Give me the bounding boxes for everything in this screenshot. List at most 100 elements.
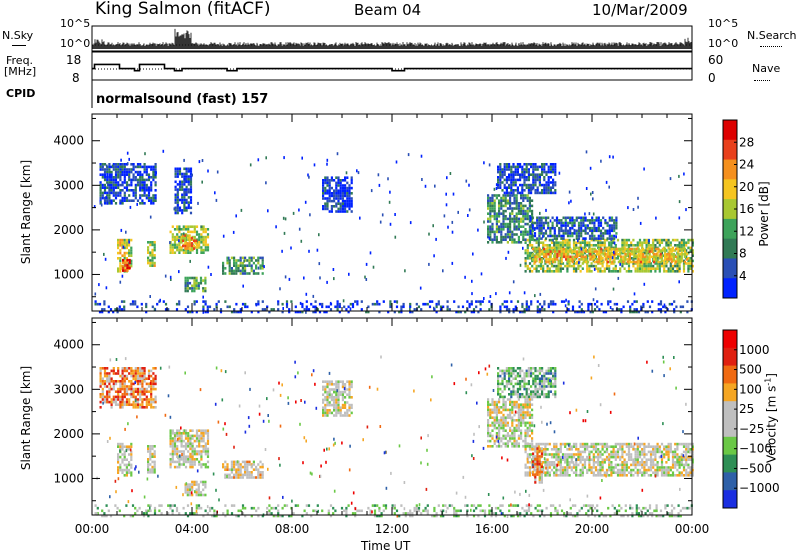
- power-cell: [580, 229, 583, 233]
- velocity-cell: [575, 474, 578, 477]
- velocity-cell: [638, 461, 642, 464]
- power-cell: [644, 255, 647, 259]
- power-cell: [687, 264, 690, 268]
- power-cell: [184, 225, 188, 228]
- power-cell: [638, 267, 642, 270]
- power-cell: [151, 254, 154, 257]
- power-cell: [123, 194, 126, 197]
- velocity-cell: [577, 448, 580, 451]
- power-cell: [580, 216, 583, 220]
- power-cell: [187, 183, 190, 186]
- power-cell: [222, 272, 225, 275]
- power-cell: [519, 165, 522, 169]
- power-cell: [235, 267, 238, 270]
- velocity-cell: [632, 458, 635, 461]
- velocity-cell: [233, 460, 236, 464]
- power-cell: [545, 181, 548, 184]
- power-cell: [525, 168, 528, 171]
- power-cell: [517, 220, 520, 223]
- power-cell: [400, 308, 403, 311]
- power-cell: [376, 302, 379, 306]
- velocity-cell: [597, 442, 600, 446]
- power-speckle: [303, 276, 305, 280]
- power-cell: [101, 196, 104, 200]
- power-speckle: [222, 234, 225, 238]
- power-cell: [117, 173, 120, 176]
- power-cell: [547, 183, 550, 187]
- power-cell: [534, 250, 537, 253]
- power-speckle: [182, 232, 185, 236]
- power-cell: [543, 300, 546, 303]
- power-cell: [376, 300, 379, 303]
- power-cell: [193, 230, 196, 234]
- power-cell: [184, 251, 188, 254]
- power-speckle: [612, 155, 614, 159]
- power-cell: [175, 308, 179, 311]
- power-cell: [147, 261, 150, 265]
- power-cell: [103, 163, 107, 166]
- power-cell: [581, 238, 584, 242]
- power-cell: [638, 270, 642, 273]
- power-speckle: [104, 257, 107, 261]
- velocity-cell: [173, 445, 177, 448]
- power-cell: [99, 189, 102, 192]
- power-cell: [555, 221, 559, 225]
- power-cell: [599, 259, 602, 263]
- power-cell: [112, 191, 115, 195]
- power-cell: [244, 259, 247, 262]
- power-cell: [472, 310, 476, 314]
- power-cell: [534, 168, 537, 171]
- power-cell: [322, 181, 325, 185]
- power-cell: [564, 244, 567, 247]
- power-cell: [652, 244, 655, 247]
- power-cell: [501, 176, 504, 179]
- velocity-cell: [259, 473, 262, 477]
- power-cell: [204, 300, 207, 303]
- power-cell: [572, 262, 576, 265]
- power-speckle: [290, 246, 292, 250]
- velocity-cell: [233, 476, 236, 479]
- power-cell: [382, 300, 385, 303]
- power-cell: [645, 270, 648, 273]
- power-cell: [562, 247, 565, 251]
- velocity-cell: [614, 450, 617, 454]
- velocity-cell: [634, 455, 637, 459]
- velocity-cell: [182, 432, 185, 435]
- power-cell: [499, 308, 502, 311]
- velocity-cell: [630, 455, 633, 459]
- power-cell: [625, 244, 628, 247]
- velocity-cell: [180, 437, 183, 440]
- power-cell: [668, 247, 671, 251]
- power-cell: [565, 258, 568, 261]
- power-cell: [654, 259, 657, 263]
- velocity-cell: [246, 460, 249, 464]
- power-cell: [509, 199, 512, 202]
- power-cell: [502, 215, 505, 218]
- power-cell: [108, 186, 111, 189]
- power-cell: [660, 238, 664, 242]
- power-cell: [119, 191, 122, 195]
- power-cell: [428, 300, 432, 303]
- velocity-cell: [246, 471, 249, 474]
- power-cell: [677, 255, 680, 259]
- power-cell: [181, 180, 184, 184]
- power-cell: [612, 238, 615, 242]
- power-cell: [174, 175, 177, 178]
- power-cell: [543, 247, 546, 251]
- power-cell: [126, 264, 129, 267]
- velocity-cell: [572, 466, 576, 469]
- power-cell: [569, 221, 572, 225]
- power-cell: [378, 310, 381, 314]
- power-speckle: [93, 205, 96, 209]
- power-speckle: [685, 208, 687, 212]
- velocity-cell: [184, 429, 188, 432]
- power-cell: [248, 259, 251, 262]
- power-cell: [235, 259, 238, 262]
- power-cell: [402, 302, 405, 306]
- power-cell: [636, 241, 639, 244]
- power-cell: [571, 226, 574, 230]
- power-cell: [536, 216, 539, 220]
- power-cell: [199, 276, 203, 280]
- power-cell: [301, 302, 304, 306]
- power-cell: [545, 260, 548, 264]
